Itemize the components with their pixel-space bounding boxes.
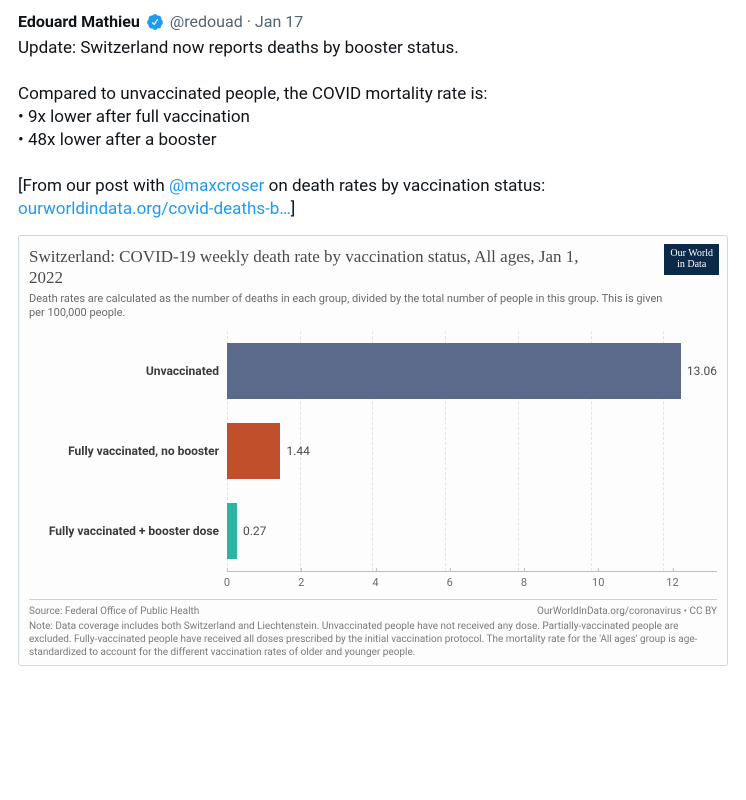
bar-track: 13.06: [227, 343, 717, 399]
chart-card[interactable]: Our World in Data Switzerland: COVID-19 …: [18, 235, 728, 666]
bar-value: 0.27: [243, 524, 266, 538]
bar-row: Fully vaccinated + booster dose 0.27: [29, 491, 717, 571]
axis-tick: 4: [372, 572, 378, 589]
bar-label: Fully vaccinated, no booster: [29, 444, 227, 458]
body-line: [From our post with: [18, 176, 169, 196]
tweet-header: Edouard Mathieu @redouad · Jan 17: [18, 12, 728, 31]
bar-fill: [227, 423, 280, 479]
chart-attribution: OurWorldInData.org/coronavirus • CC BY: [537, 605, 717, 618]
x-axis: 0 2 4 6 8 10 12: [227, 571, 717, 595]
axis-tick: 2: [298, 572, 304, 589]
external-link[interactable]: ourworldindata.org/covid-deaths-b…: [18, 199, 291, 219]
axis-tick: 0: [224, 572, 230, 589]
axis-tick: 8: [521, 572, 527, 589]
chart-title: Switzerland: COVID-19 weekly death rate …: [29, 246, 599, 289]
body-bullet: • 9x lower after full vaccination: [18, 107, 250, 127]
axis-tick: 12: [666, 572, 678, 589]
owid-badge: Our World in Data: [664, 244, 719, 275]
dot-separator: ·: [247, 12, 251, 31]
tweet-body: Update: Switzerland now reports deaths b…: [18, 37, 728, 221]
chart-note: Note: Data coverage includes both Switze…: [29, 620, 717, 659]
chart-subtitle: Death rates are calculated as the number…: [29, 292, 669, 321]
verified-badge-icon: [146, 13, 164, 31]
body-line: Update: Switzerland now reports deaths b…: [18, 38, 459, 58]
body-bullet: • 48x lower after a booster: [18, 130, 217, 150]
chart-source: Source: Federal Office of Public Health: [29, 605, 199, 618]
axis-tick: 6: [447, 572, 453, 589]
body-line: ]: [291, 199, 296, 219]
bar-label: Unvaccinated: [29, 364, 227, 378]
bar-fill: [227, 503, 237, 559]
bar-row: Unvaccinated 13.06: [29, 331, 717, 411]
bar-label: Fully vaccinated + booster dose: [29, 524, 227, 538]
mention-link[interactable]: @maxcroser: [169, 176, 264, 196]
owid-badge-line: in Data: [670, 259, 713, 271]
bar-track: 0.27: [227, 503, 717, 559]
chart-plot: Unvaccinated 13.06 Fully vaccinated, no bo…: [29, 331, 717, 595]
body-line: on death rates by vaccination status:: [264, 176, 549, 196]
bar-track: 1.44: [227, 423, 717, 479]
bar-row: Fully vaccinated, no booster 1.44: [29, 411, 717, 491]
chart-footer: Source: Federal Office of Public Health …: [29, 599, 717, 659]
owid-badge-line: Our World: [670, 248, 713, 260]
axis-tick: 10: [592, 572, 604, 589]
tweet-date[interactable]: Jan 17: [255, 12, 303, 31]
bar-value: 1.44: [286, 444, 309, 458]
bar-value: 13.06: [687, 364, 717, 378]
author-name[interactable]: Edouard Mathieu: [18, 12, 140, 31]
bar-fill: [227, 343, 681, 399]
author-handle[interactable]: @redouad: [170, 12, 243, 31]
body-line: Compared to unvaccinated people, the COV…: [18, 84, 488, 104]
bars-area: Unvaccinated 13.06 Fully vaccinated, no bo…: [29, 331, 717, 571]
